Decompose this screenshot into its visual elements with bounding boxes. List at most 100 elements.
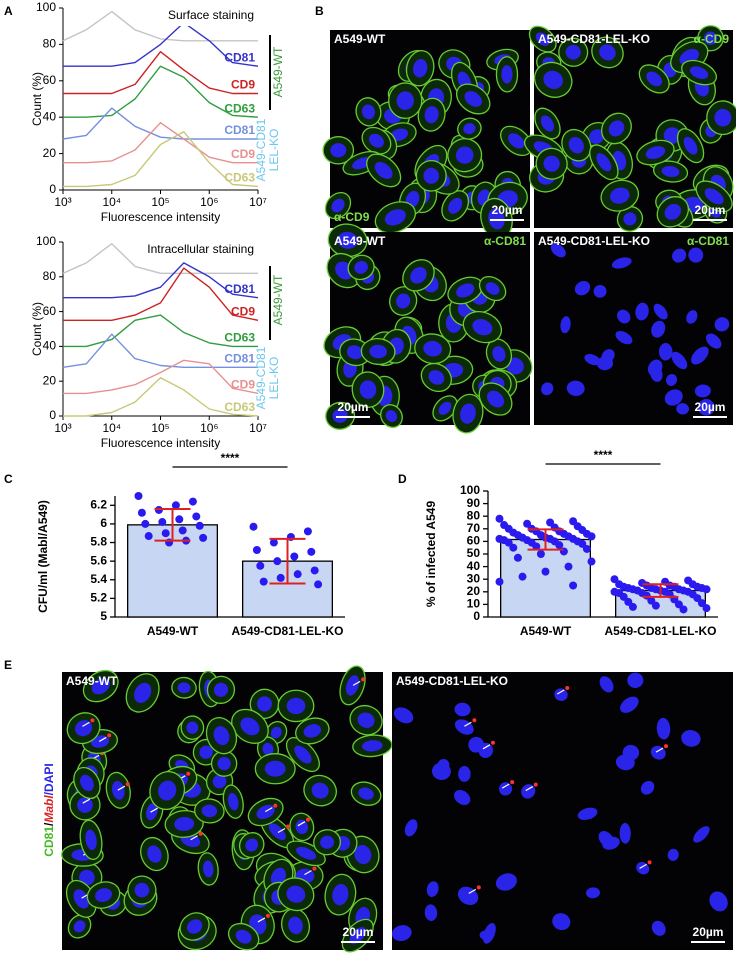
nucleus bbox=[186, 919, 203, 934]
image-label: A549-WT bbox=[334, 32, 386, 46]
series-label: CD81 bbox=[224, 50, 255, 64]
series-label: CD9 bbox=[231, 147, 255, 161]
scale-label: 20µm bbox=[338, 400, 369, 414]
series-label: CD9 bbox=[231, 304, 255, 318]
image-label: A549-WT bbox=[66, 674, 118, 688]
nucleus bbox=[686, 310, 698, 324]
error-bar bbox=[642, 583, 679, 598]
data-point bbox=[697, 599, 706, 608]
y-tick-label: 60 bbox=[467, 534, 481, 548]
nucleus bbox=[270, 867, 286, 887]
nucleus bbox=[540, 115, 555, 132]
image-label: A549-CD81-LEL-KO bbox=[396, 674, 508, 688]
micrograph bbox=[534, 232, 733, 425]
nucleus bbox=[565, 44, 581, 60]
data-point bbox=[513, 553, 522, 562]
x-tick-label: 10³ bbox=[54, 195, 71, 209]
nucleus bbox=[568, 136, 584, 154]
nucleus bbox=[664, 389, 683, 406]
pointer-arrow bbox=[82, 798, 91, 804]
nucleus bbox=[228, 792, 239, 811]
group-label: A549-CD81 bbox=[254, 346, 268, 409]
annotation: Surface staining bbox=[168, 8, 254, 22]
nucleus bbox=[257, 696, 272, 712]
nucleus bbox=[617, 309, 631, 324]
nucleus bbox=[456, 283, 475, 298]
nucleus bbox=[611, 257, 632, 269]
nucleus bbox=[286, 885, 306, 903]
nucleus bbox=[640, 780, 655, 795]
nucleus bbox=[543, 70, 564, 90]
nucleus bbox=[385, 410, 398, 423]
y-tick-label: 0 bbox=[473, 609, 480, 623]
nucleus bbox=[362, 740, 383, 752]
nucleus bbox=[664, 203, 682, 220]
nucleus bbox=[213, 726, 230, 746]
scale-label: 20µm bbox=[343, 925, 374, 939]
nucleus bbox=[391, 925, 412, 942]
nucleus bbox=[535, 32, 550, 46]
nucleus bbox=[619, 822, 631, 844]
nucleus bbox=[264, 760, 286, 777]
y-axis-label: Count (%) bbox=[30, 72, 44, 126]
data-point bbox=[141, 519, 150, 528]
bacterium bbox=[90, 718, 95, 723]
y-tick-label: 20 bbox=[43, 373, 57, 387]
image-label: α-CD9 bbox=[334, 210, 370, 224]
nucleus bbox=[599, 676, 614, 693]
nucleus bbox=[635, 302, 649, 321]
nucleus bbox=[589, 129, 605, 144]
data-point bbox=[702, 604, 711, 613]
pointer-arrow bbox=[501, 783, 510, 789]
y-tick-label: 40 bbox=[43, 109, 57, 123]
x-axis-label: Fluorescence intensity bbox=[101, 210, 220, 224]
data-point bbox=[674, 600, 683, 609]
nucleus bbox=[295, 819, 309, 835]
histogram-curve bbox=[62, 10, 258, 42]
nucleus bbox=[368, 133, 384, 148]
histogram-curve bbox=[63, 65, 259, 118]
nucleus bbox=[286, 697, 306, 715]
micrograph bbox=[391, 672, 733, 950]
data-point bbox=[569, 517, 578, 526]
bacterium bbox=[125, 782, 130, 787]
nucleus bbox=[645, 146, 666, 159]
group-label: A549-WT bbox=[271, 46, 285, 97]
nucleus bbox=[423, 340, 443, 357]
x-tick-label: 10⁶ bbox=[200, 421, 218, 435]
y-tick-label: 40 bbox=[43, 339, 57, 353]
pointer-arrow bbox=[655, 747, 664, 753]
nucleus bbox=[485, 282, 500, 295]
bacterium bbox=[647, 860, 652, 865]
data-point bbox=[303, 527, 312, 536]
panel-label: B bbox=[315, 4, 324, 18]
nucleus bbox=[424, 904, 438, 921]
nucleus bbox=[508, 133, 525, 149]
y-tick-label: 80 bbox=[43, 269, 57, 283]
data-point bbox=[276, 573, 285, 582]
nucleus bbox=[651, 320, 666, 338]
histogram-curve bbox=[63, 267, 259, 321]
nucleus bbox=[332, 883, 349, 906]
data-point bbox=[158, 518, 167, 527]
nucleus bbox=[697, 398, 715, 416]
nucleus bbox=[245, 838, 259, 852]
group-label: A549-WT bbox=[271, 274, 285, 325]
data-point bbox=[195, 521, 204, 530]
nucleus bbox=[703, 31, 718, 45]
nucleus bbox=[134, 882, 150, 898]
micrograph bbox=[61, 665, 393, 953]
histogram-curve bbox=[63, 314, 258, 348]
nucleus bbox=[134, 682, 152, 703]
pointer-arrow bbox=[297, 821, 306, 827]
bacterium bbox=[533, 782, 538, 787]
y-tick-label: 5.2 bbox=[90, 591, 107, 605]
nucleus bbox=[410, 267, 427, 284]
data-point bbox=[161, 529, 170, 538]
y-tick-label: 60 bbox=[43, 73, 57, 87]
y-tick-label: 100 bbox=[460, 483, 480, 497]
pointer-arrow bbox=[556, 689, 565, 695]
panel-label: C bbox=[4, 472, 13, 486]
data-point bbox=[175, 515, 184, 524]
data-point bbox=[546, 518, 555, 527]
